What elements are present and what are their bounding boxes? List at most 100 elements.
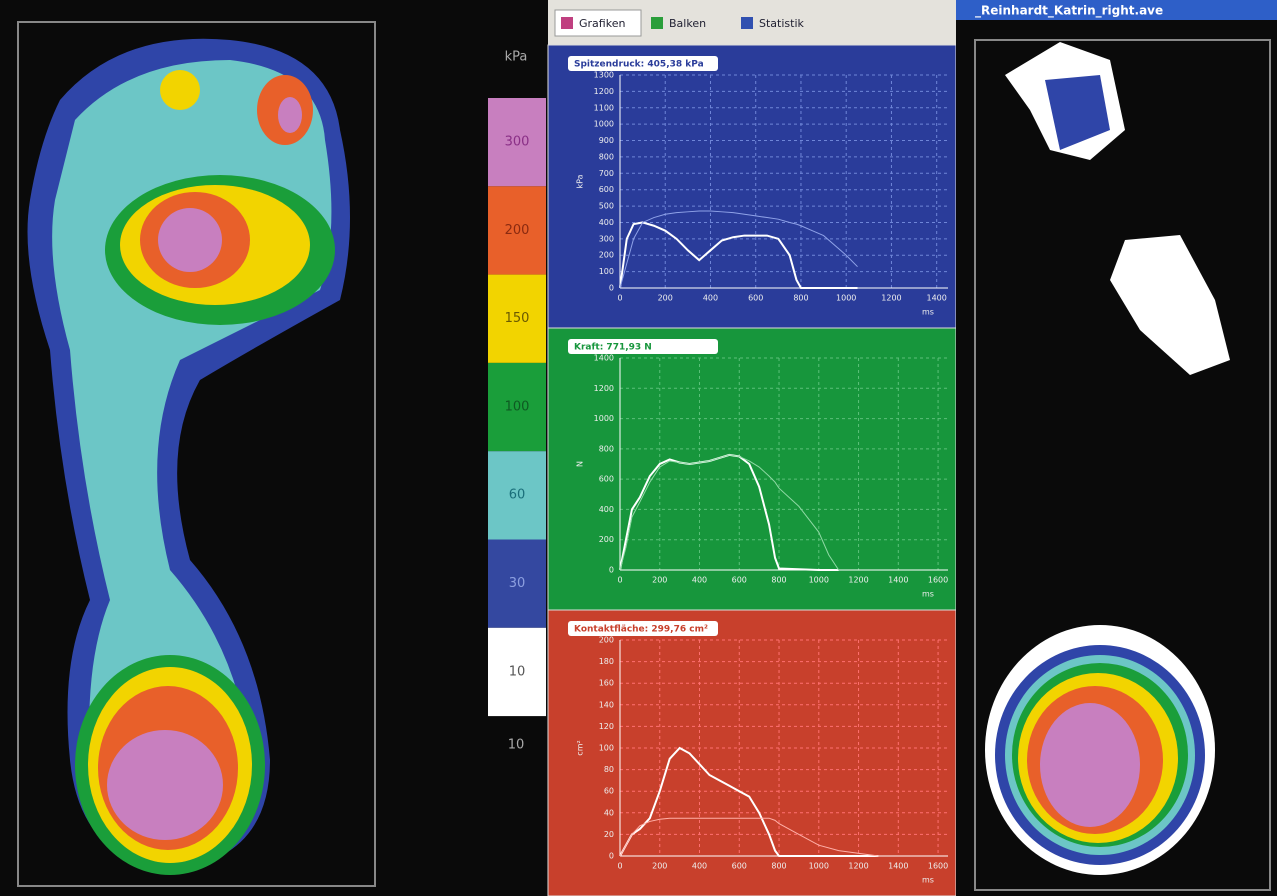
charts: Spitzendruck: 405,38 kPa0100200300400500… — [547, 44, 957, 896]
y-tick-label: 400 — [599, 218, 614, 227]
x-tick-label: 1600 — [928, 576, 948, 585]
y-tick-label: 180 — [599, 657, 614, 666]
tab[interactable]: Grafiken — [554, 9, 642, 37]
y-axis-label: N — [576, 461, 585, 467]
tab-icon — [561, 17, 573, 29]
y-tick-label: 1400 — [594, 354, 614, 363]
y-tick-label: 0 — [609, 852, 614, 861]
legend-label: 150 — [505, 311, 530, 326]
y-tick-label: 0 — [609, 284, 614, 293]
y-tick-label: 100 — [599, 267, 614, 276]
y-tick-label: 800 — [599, 444, 614, 453]
tab-label: Statistik — [759, 17, 805, 30]
y-tick-label: 500 — [599, 202, 614, 211]
y-tick-label: 1000 — [594, 120, 614, 129]
x-tick-label: 1000 — [836, 294, 856, 303]
x-tick-label: 1400 — [888, 862, 908, 871]
tab-bar: Grafiken Balken Statistik — [554, 9, 805, 37]
legend: 300 200 150 100 60 30 10 — [488, 98, 546, 717]
window-titlebar — [956, 0, 1277, 20]
y-tick-label: 160 — [599, 679, 614, 688]
y-tick-label: 200 — [599, 636, 614, 645]
chart-panel: Kontaktfläche: 299,76 cm² 0 20 40 60 80 100 120… — [547, 609, 957, 896]
y-tick-label: 0 — [609, 566, 614, 575]
x-tick-label: 0 — [617, 862, 622, 871]
y-tick-label: 600 — [599, 475, 614, 484]
chart-title: Kraft: 771,93 N — [574, 343, 652, 353]
x-tick-label: 400 — [703, 294, 718, 303]
chart-title: Spitzendruck: 405,38 kPa — [574, 60, 704, 70]
y-axis-label: cm² — [576, 740, 585, 755]
legend-label: 30 — [509, 576, 526, 591]
chart-background — [547, 44, 957, 329]
x-tick-label: 800 — [771, 862, 786, 871]
legend-swatch — [488, 627, 546, 717]
y-tick-label: 1100 — [594, 103, 614, 112]
x-tick-label: 1200 — [881, 294, 901, 303]
data-line — [619, 454, 840, 571]
y-tick-label: 140 — [599, 700, 614, 709]
tab-icon — [651, 17, 663, 29]
legend-swatch — [488, 451, 546, 540]
chart-title-box — [568, 621, 718, 636]
y-tick-label: 300 — [599, 234, 614, 243]
x-tick-label: 800 — [771, 576, 786, 585]
x-tick-label: 600 — [748, 294, 763, 303]
y-tick-label: 1200 — [594, 384, 614, 393]
x-tick-label: 1600 — [928, 862, 948, 871]
x-tick-label: 800 — [793, 294, 808, 303]
left-frame — [17, 21, 376, 887]
x-tick-label: 0 — [617, 576, 622, 585]
x-tick-label: 400 — [692, 576, 707, 585]
x-tick-label: 1000 — [809, 576, 829, 585]
chart-title-box — [568, 56, 718, 71]
chart-background — [547, 609, 957, 896]
y-tick-label: 700 — [599, 169, 614, 178]
x-axis-label: ms — [922, 876, 934, 885]
legend-unit: kPa — [505, 50, 528, 65]
x-tick-label: 200 — [652, 862, 667, 871]
x-tick-label: 1400 — [888, 576, 908, 585]
legend-label: 200 — [505, 223, 530, 238]
legend-swatch — [488, 186, 546, 275]
x-tick-label: 200 — [652, 576, 667, 585]
x-tick-label: 1000 — [809, 862, 829, 871]
y-tick-label: 200 — [599, 535, 614, 544]
x-axis-label: ms — [922, 308, 934, 317]
y-tick-label: 400 — [599, 505, 614, 514]
tab[interactable]: Balken — [651, 17, 706, 30]
legend-label: 100 — [505, 399, 530, 414]
tab-label: Balken — [669, 17, 706, 30]
chart-title-box — [568, 339, 718, 354]
legend-swatch — [488, 539, 546, 628]
x-tick-label: 200 — [658, 294, 673, 303]
y-tick-label: 80 — [604, 765, 614, 774]
tab[interactable]: Statistik — [741, 17, 805, 30]
y-tick-label: 900 — [599, 136, 614, 145]
left-footprint — [27, 38, 350, 875]
tab-label: Grafiken — [579, 17, 625, 30]
x-tick-label: 600 — [732, 576, 747, 585]
chart-panel: Kraft: 771,93 N 0 200 400 600 800 1000 1200 1400… — [547, 327, 957, 611]
data-line — [619, 817, 879, 857]
y-axis-label: kPa — [576, 174, 585, 188]
y-tick-label: 800 — [599, 152, 614, 161]
y-tick-label: 1000 — [594, 414, 614, 423]
data-line — [619, 210, 858, 289]
legend-footer: 10 — [508, 738, 525, 753]
window-title: _Reinhardt_Katrin_right.ave — [975, 4, 1163, 19]
tab-icon — [741, 17, 753, 29]
x-tick-label: 600 — [732, 862, 747, 871]
data-line — [619, 221, 858, 289]
x-tick-label: 1200 — [848, 576, 868, 585]
legend-swatch — [488, 274, 546, 363]
y-tick-label: 40 — [604, 808, 614, 817]
right-footprint — [985, 42, 1230, 875]
x-tick-label: 1200 — [848, 862, 868, 871]
y-tick-label: 60 — [604, 787, 614, 796]
legend-label: 300 — [505, 135, 530, 150]
legend-swatch — [488, 362, 546, 452]
legend-label: 60 — [509, 488, 526, 503]
